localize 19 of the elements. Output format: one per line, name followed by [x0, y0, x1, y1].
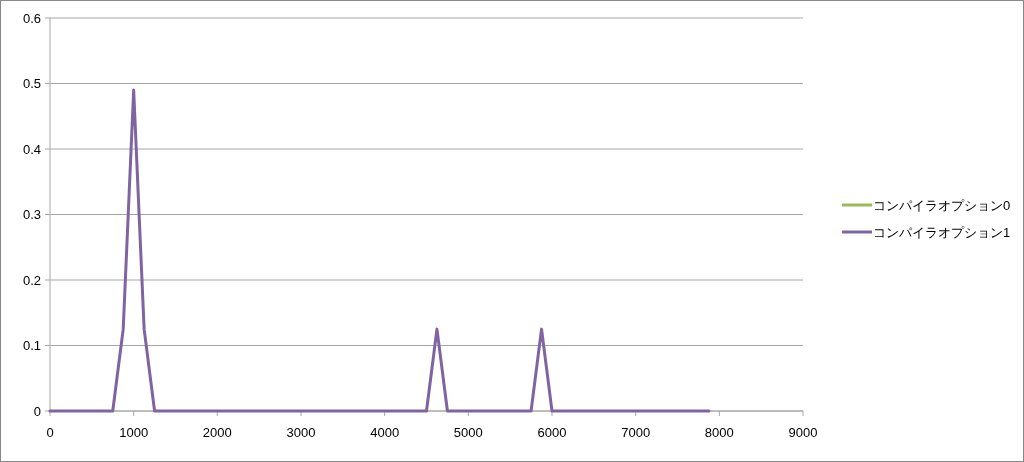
- y-tick-label: 0.1: [22, 338, 41, 353]
- y-tick-label: 0.6: [22, 10, 41, 26]
- x-tick-label: 5000: [453, 425, 483, 440]
- y-tick-label: 0.4: [22, 141, 41, 157]
- x-tick-label: 9000: [788, 425, 818, 440]
- legend-label: コンパイラオプション1: [873, 225, 1011, 240]
- y-tick-label: 0.3: [22, 207, 41, 222]
- x-tick-label: 4000: [370, 425, 400, 440]
- x-tick-label: 6000: [537, 425, 567, 440]
- y-tick-label: 0.2: [22, 272, 41, 288]
- y-tick-label: 0.5: [22, 76, 41, 91]
- x-tick-label: 7000: [621, 425, 651, 440]
- legend-label: コンパイラオプション0: [873, 198, 1011, 213]
- x-tick-label: 1000: [119, 425, 149, 440]
- y-tick-label: 0: [33, 403, 41, 419]
- x-tick-label: 2000: [202, 425, 232, 440]
- x-tick-label: 0: [46, 425, 54, 440]
- x-tick-label: 8000: [704, 425, 734, 440]
- x-tick-label: 3000: [286, 425, 316, 440]
